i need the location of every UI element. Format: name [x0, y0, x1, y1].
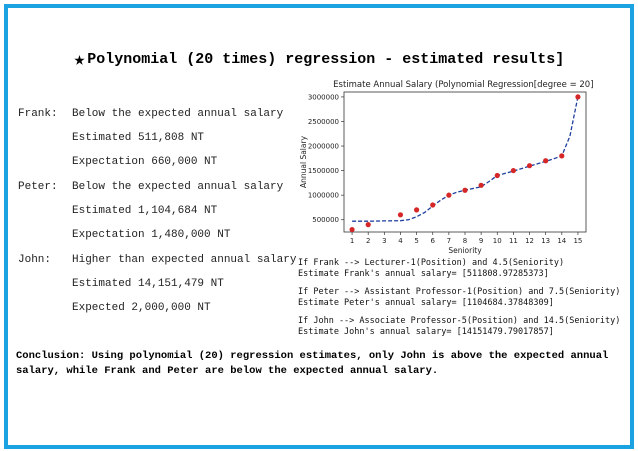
- star-icon: ★: [73, 49, 86, 71]
- x-tick-label: 3: [382, 237, 386, 245]
- y-tick-label: 1500000: [308, 167, 339, 175]
- frank-status: Below the expected annual salary: [72, 108, 284, 120]
- x-tick-label: 5: [414, 237, 418, 245]
- peter-expected: Expectation 1,480,000 NT: [72, 229, 231, 241]
- peter-status: Below the expected annual salary: [72, 181, 284, 193]
- frank-estimated: Estimated 511,808 NT: [72, 132, 205, 144]
- x-tick-label: 9: [479, 237, 483, 245]
- code-line: If Peter --> Assistant Professor-1(Posit…: [298, 287, 621, 297]
- peter-name: Peter:: [18, 181, 58, 193]
- slide-title-text: Polynomial (20 times) regression - estim…: [87, 51, 565, 68]
- y-tick-label: 2000000: [308, 143, 339, 151]
- code-line: If Frank --> Lecturer-1(Position) and 4.…: [298, 258, 565, 268]
- y-tick-label: 1000000: [308, 192, 339, 200]
- x-tick-label: 14: [557, 237, 566, 245]
- y-tick-label: 500000: [312, 216, 339, 224]
- plot-area: [343, 91, 587, 233]
- code-line: Estimate Peter's annual salary= [1104684…: [298, 298, 554, 308]
- peter-estimated: Estimated 1,104,684 NT: [72, 205, 218, 217]
- john-name: John:: [18, 254, 52, 266]
- x-tick-label: 15: [573, 237, 582, 245]
- chart-title: Estimate Annual Salary (Polynomial Regre…: [333, 80, 594, 90]
- data-point: [462, 187, 468, 193]
- data-point: [510, 167, 516, 174]
- code-line: Estimate Frank's annual salary= [511808.…: [298, 269, 549, 279]
- x-tick-label: 8: [463, 237, 467, 245]
- data-point: [526, 163, 533, 169]
- john-estimated: Estimated 14,151,479 NT: [72, 278, 224, 290]
- john-expected: Expected 2,000,000 NT: [72, 302, 211, 314]
- conclusion-text: Conclusion: Using polynomial (20) regres…: [16, 350, 609, 377]
- slide-title: ★ Polynomial (20 times) regression - esti…: [0, 48, 638, 71]
- john-status: Higher than expected annual salary: [72, 254, 297, 266]
- y-axis-label: Annual Salary: [299, 135, 308, 188]
- data-point: [397, 212, 404, 218]
- code-line: Estimate John's annual salary= [14151479…: [298, 327, 554, 337]
- x-tick-label: 11: [509, 237, 518, 245]
- frank-expected: Expectation 660,000 NT: [72, 156, 218, 168]
- x-tick-label: 2: [366, 237, 370, 245]
- x-tick-label: 7: [447, 237, 451, 245]
- data-point: [414, 207, 420, 213]
- code-line: If John --> Associate Professor-5(Positi…: [298, 316, 621, 326]
- data-point: [575, 94, 581, 100]
- data-point: [430, 202, 436, 208]
- data-point: [559, 153, 565, 159]
- y-tick-label: 2500000: [308, 118, 339, 126]
- x-tick-label: 10: [493, 237, 502, 245]
- data-point: [494, 172, 500, 179]
- x-tick-label: 1: [350, 237, 354, 245]
- x-axis-label: Seniority: [448, 246, 482, 255]
- data-point: [446, 192, 452, 198]
- data-point: [365, 222, 371, 228]
- frank-name: Frank:: [18, 108, 58, 120]
- salary-regression-chart: Estimate Annual Salary (Polynomial Regre…: [299, 80, 594, 255]
- data-point: [349, 226, 355, 233]
- x-tick-label: 12: [525, 237, 534, 245]
- x-tick-label: 13: [541, 237, 550, 245]
- x-tick-label: 6: [430, 237, 435, 245]
- data-point: [478, 182, 484, 188]
- y-tick-label: 3000000: [308, 93, 339, 101]
- data-point: [543, 158, 549, 164]
- x-tick-label: 4: [398, 237, 403, 245]
- regression-curve: [352, 96, 579, 222]
